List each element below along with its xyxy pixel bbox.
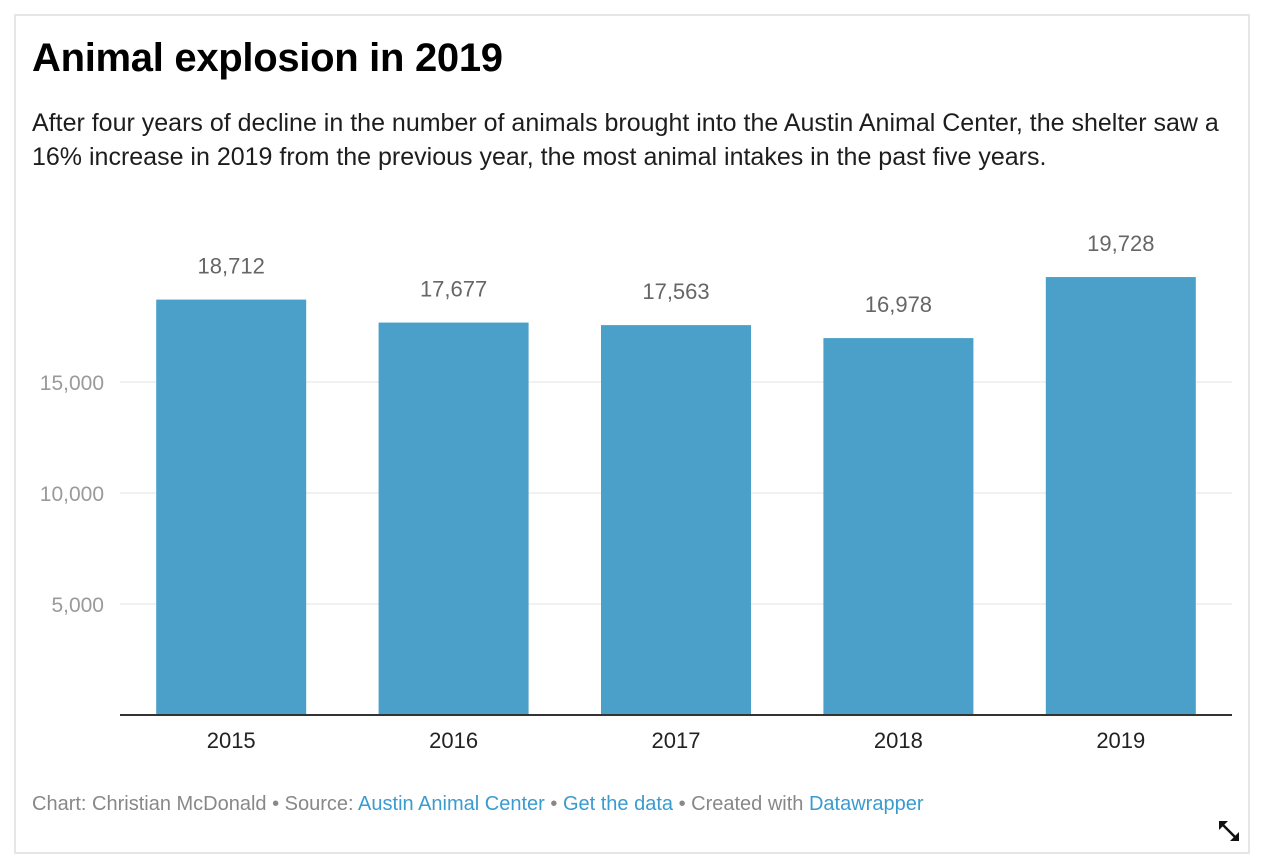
footer-source-label: Source: — [284, 793, 359, 815]
y-tick-label: 5,000 — [51, 594, 104, 617]
data-label: 16,978 — [865, 292, 932, 317]
data-label: 17,563 — [642, 279, 709, 304]
footer-separator: • — [673, 793, 692, 815]
chart-description: After four years of decline in the numbe… — [32, 109, 1219, 171]
bar — [156, 299, 307, 715]
bar — [601, 325, 751, 715]
chart-footer: Chart: Christian McDonald • Source: Aust… — [32, 793, 924, 816]
data-label: 18,712 — [198, 254, 265, 279]
resize-icon[interactable] — [1216, 818, 1242, 844]
y-tick-label: 15,000 — [40, 372, 104, 395]
x-tick-label: 2018 — [874, 728, 923, 753]
footer-separator: • — [266, 793, 285, 815]
source-link[interactable]: Austin Animal Center — [358, 793, 545, 815]
footer-created-label: Created with — [691, 793, 809, 815]
bar — [1045, 277, 1196, 715]
get-data-link[interactable]: Get the data — [562, 793, 674, 815]
data-label: 17,677 — [420, 277, 487, 302]
y-tick-label: 10,000 — [40, 483, 104, 506]
bar — [378, 322, 529, 715]
datawrapper-link[interactable]: Datawrapper — [808, 793, 924, 815]
bar — [823, 338, 974, 715]
data-label: 19,728 — [1087, 231, 1154, 256]
footer-credit: Chart: Christian McDonald — [32, 793, 267, 815]
x-tick-label: 2015 — [207, 728, 256, 753]
x-tick-label: 2016 — [429, 728, 478, 753]
x-tick-label: 2019 — [1096, 728, 1145, 753]
footer-separator: • — [544, 793, 563, 815]
x-tick-label: 2017 — [652, 728, 701, 753]
chart-title: Animal explosion in 2019 — [32, 36, 503, 80]
